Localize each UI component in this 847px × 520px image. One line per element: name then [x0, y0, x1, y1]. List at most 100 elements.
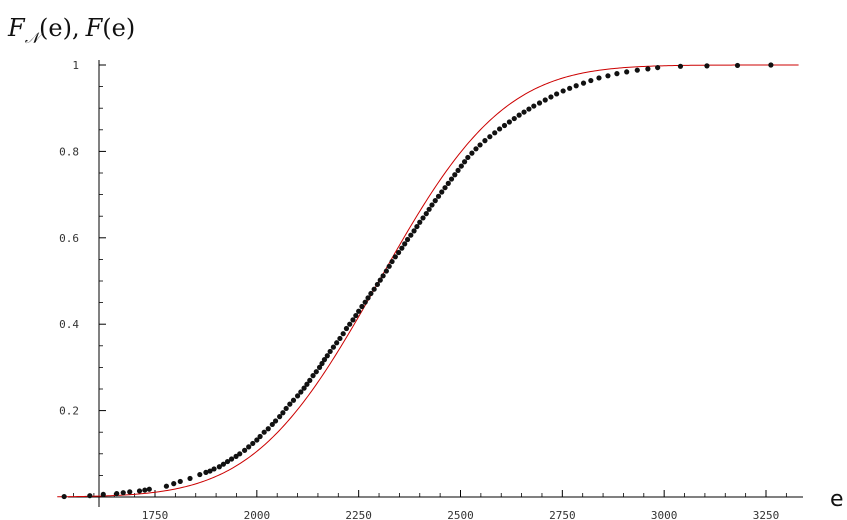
data-point	[465, 154, 471, 161]
data-point	[187, 475, 193, 482]
data-point	[242, 447, 248, 453]
data-point	[704, 63, 710, 69]
data-point	[171, 481, 177, 487]
data-point	[526, 106, 532, 112]
data-point	[287, 401, 293, 407]
data-point	[277, 414, 283, 420]
data-point	[389, 258, 395, 265]
data-point	[414, 223, 420, 230]
data-point	[439, 189, 445, 195]
data-point	[127, 489, 133, 495]
data-point	[114, 490, 120, 497]
data-point	[298, 389, 304, 395]
data-point	[420, 215, 426, 221]
data-point	[521, 109, 527, 115]
data-point	[455, 167, 461, 174]
y-title-f1: F	[7, 14, 26, 42]
data-point	[380, 273, 386, 279]
data-point	[87, 493, 93, 499]
data-point	[290, 397, 297, 403]
data-point	[567, 85, 573, 91]
data-point	[634, 67, 640, 73]
data-point	[294, 393, 301, 399]
data-point	[321, 357, 328, 363]
data-point	[246, 444, 252, 450]
data-point	[283, 405, 289, 412]
data-point	[614, 71, 620, 77]
data-point	[516, 112, 522, 118]
ticks: 1750 2000 2250 2500 2750 3000 3250 0.2 0.4 0.6 0.8…	[59, 59, 787, 520]
y-title-arg2: (e)	[102, 14, 135, 42]
data-point	[365, 295, 371, 301]
data-point	[383, 268, 389, 274]
data-point	[272, 418, 279, 424]
data-point	[216, 464, 222, 470]
data-point	[477, 142, 483, 148]
data-point	[624, 69, 630, 75]
data-point	[356, 308, 362, 314]
data-point	[220, 461, 227, 467]
data-point	[142, 487, 148, 493]
data-point	[307, 377, 313, 383]
x-tick-label: 2000	[244, 509, 271, 520]
data-point	[399, 245, 405, 251]
data-point	[146, 486, 152, 492]
data-point	[359, 303, 365, 310]
x-tick-label: 2750	[549, 509, 576, 520]
data-point	[136, 488, 143, 494]
data-point	[337, 335, 343, 342]
data-point	[304, 381, 310, 387]
data-point	[362, 299, 368, 305]
data-point	[442, 185, 448, 191]
axes	[68, 60, 803, 507]
data-point	[580, 80, 587, 86]
curve-layer	[57, 64, 799, 498]
y-axis-title: F𝒩(e), F(e)	[7, 14, 135, 47]
data-point	[482, 138, 488, 144]
data-point	[458, 163, 464, 169]
data-point	[506, 119, 512, 125]
data-point	[655, 64, 661, 71]
data-point	[319, 360, 325, 367]
data-point	[224, 458, 231, 465]
data-point	[432, 198, 438, 204]
data-point	[423, 211, 429, 217]
data-point	[487, 134, 493, 140]
data-point	[347, 321, 353, 327]
data-point	[605, 73, 611, 79]
data-point	[395, 249, 402, 256]
data-point	[207, 468, 213, 474]
y-tick-label: 0.6	[59, 232, 79, 245]
y-tick-label: 0.8	[59, 145, 79, 158]
data-point	[392, 254, 398, 260]
data-point	[734, 62, 741, 69]
data-point	[445, 180, 451, 186]
data-point	[269, 421, 275, 428]
data-point	[452, 172, 458, 178]
data-point	[461, 159, 468, 165]
data-point	[233, 453, 239, 459]
data-point	[386, 263, 392, 269]
y-title-arg1: (e),	[39, 14, 80, 42]
data-point	[417, 219, 423, 225]
data-point	[334, 340, 340, 346]
data-point	[254, 437, 260, 443]
data-point	[402, 241, 408, 247]
data-point	[411, 228, 417, 234]
data-point	[177, 478, 183, 485]
data-point	[429, 202, 435, 208]
data-point	[316, 364, 323, 370]
data-point	[310, 373, 316, 379]
data-point	[536, 100, 543, 106]
data-point	[350, 317, 356, 323]
data-point	[531, 103, 537, 109]
y-title-f2: F	[85, 14, 104, 42]
x-tick-label: 2500	[447, 509, 474, 520]
data-point	[554, 91, 560, 97]
data-point	[511, 115, 517, 122]
data-point	[469, 150, 475, 156]
x-tick-label: 3000	[651, 509, 678, 520]
data-point	[377, 277, 383, 283]
x-axis-title: e	[830, 487, 844, 512]
data-point	[368, 290, 374, 297]
